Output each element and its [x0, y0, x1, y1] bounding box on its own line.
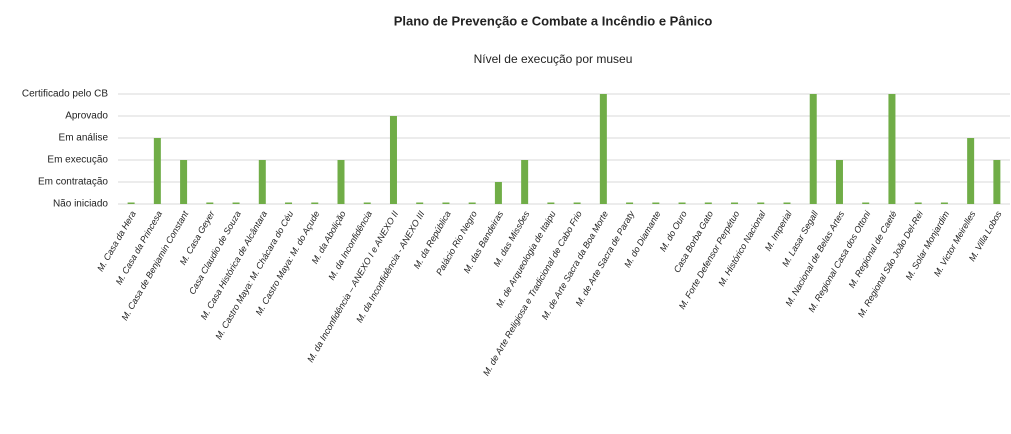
bar: [494, 182, 502, 204]
bar: [153, 138, 161, 204]
bar: [285, 202, 293, 204]
chart-title: Plano de Prevenção e Combate a Incêndio …: [394, 13, 713, 28]
bar: [337, 160, 345, 204]
bar: [835, 160, 843, 204]
y-tick-label: Certificado pelo CB: [22, 89, 108, 100]
y-tick-label: Em execução: [47, 155, 108, 166]
bar: [809, 94, 817, 204]
bar: [783, 202, 791, 204]
bar: [258, 160, 266, 204]
bar: [573, 202, 581, 204]
bar: [967, 138, 975, 204]
bar: [442, 202, 450, 204]
bar: [731, 202, 739, 204]
bar: [993, 160, 1001, 204]
x-tick-label: M. Casa da Princesa: [114, 209, 164, 286]
bar: [862, 202, 870, 204]
bar: [940, 202, 948, 204]
y-tick-label: Em contratação: [38, 177, 108, 188]
bar: [652, 202, 660, 204]
bar: [704, 202, 712, 204]
y-tick-label: Não iniciado: [53, 199, 108, 210]
y-tick-label: Aprovado: [65, 111, 108, 122]
x-tick-label: M. de Arte Religiosa e Tradicional de Ca…: [481, 209, 584, 377]
bar: [914, 202, 922, 204]
bar: [888, 94, 896, 204]
bar: [311, 202, 319, 204]
x-tick-label: M. Histórico Nacional: [716, 208, 768, 288]
bar: [521, 160, 529, 204]
bar: [180, 160, 188, 204]
bar: [127, 202, 135, 204]
bar: [232, 202, 240, 204]
bar: [206, 202, 214, 204]
x-tick-label: M. Regional de Caeté: [847, 209, 899, 289]
chart-subtitle: Nível de execução por museu: [474, 52, 633, 66]
bar: [416, 202, 424, 204]
y-tick-label: Em análise: [59, 133, 109, 144]
bar: [389, 116, 397, 204]
bar: [599, 94, 607, 204]
bar: [547, 202, 555, 204]
bar: [363, 202, 371, 204]
bar: [757, 202, 765, 204]
bar: [468, 202, 476, 204]
bar: [678, 202, 686, 204]
bar: [626, 202, 634, 204]
